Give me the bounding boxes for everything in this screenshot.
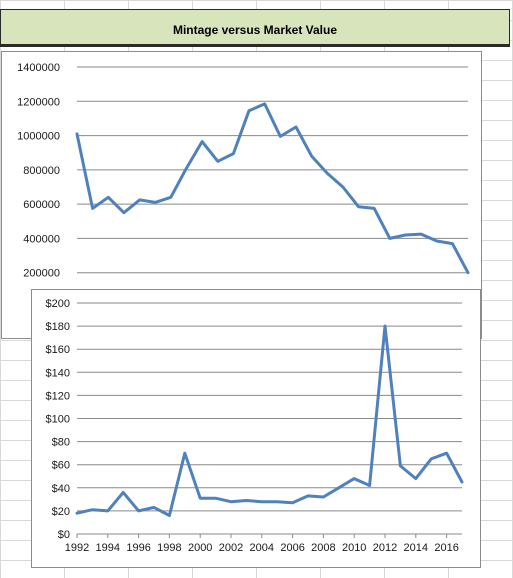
mintage-y-tick-label: 1000000 (17, 131, 60, 143)
market-value-x-tick-label: 2006 (280, 542, 304, 554)
market-value-y-tick-label: $20 (52, 506, 70, 518)
market-value-x-tick-label: 2014 (404, 542, 428, 554)
market-value-y-tick-label: $120 (46, 390, 70, 402)
market-value-series-line (75, 324, 464, 517)
market-value-y-tick-label: $60 (52, 460, 70, 472)
market-value-x-tick-label: 1994 (96, 542, 120, 554)
mintage-y-tick-label: 200000 (23, 268, 60, 280)
market-value-x-tick-label: 1998 (157, 542, 181, 554)
market-value-x-tick-label: 2004 (250, 542, 274, 554)
market-value-y-tick-label: $140 (46, 367, 70, 379)
market-value-x-tick-label: 2012 (373, 542, 397, 554)
mintage-y-tick-label: 1400000 (17, 62, 60, 74)
mintage-series-line (75, 102, 470, 275)
market-value-x-tick-label: 2002 (219, 542, 243, 554)
mintage-y-tick-label: 600000 (23, 199, 60, 211)
market-value-y-tick-label: $80 (52, 437, 70, 449)
market-value-y-tick-label: $0 (58, 529, 70, 541)
chart-title-bar: Mintage versus Market Value (0, 9, 510, 47)
market-value-y-tick-label: $100 (46, 414, 70, 426)
market-value-chart-svg: $0 $20 $40 $60 $80 $100 $120 $140 $160 $180 $200 19… (46, 298, 464, 554)
chart-title: Mintage versus Market Value (172, 23, 338, 37)
market-value-x-tick-label: 1992 (65, 542, 89, 554)
market-value-y-tick-label: $160 (46, 344, 70, 356)
mintage-y-tick-label: 800000 (23, 165, 60, 177)
market-value-x-tick-label: 1996 (126, 542, 150, 554)
market-value-x-tick-label: 2016 (434, 542, 458, 554)
market-value-y-tick-label: $180 (46, 321, 70, 333)
market-value-chart: $0 $20 $40 $60 $80 $100 $120 $140 $160 $180 $200 19… (31, 289, 481, 568)
market-value-y-tick-label: $200 (46, 298, 70, 310)
mintage-chart-svg: 200000 400000 600000 800000 1000000 1200000 14… (17, 62, 470, 280)
market-value-y-tick-label: $40 (52, 483, 70, 495)
mintage-y-tick-label: 1200000 (17, 96, 60, 108)
market-value-x-tick-label: 2000 (188, 542, 212, 554)
market-value-x-tick-label: 2008 (311, 542, 335, 554)
market-value-x-tick-label: 2010 (342, 542, 366, 554)
mintage-y-tick-label: 400000 (23, 233, 60, 245)
